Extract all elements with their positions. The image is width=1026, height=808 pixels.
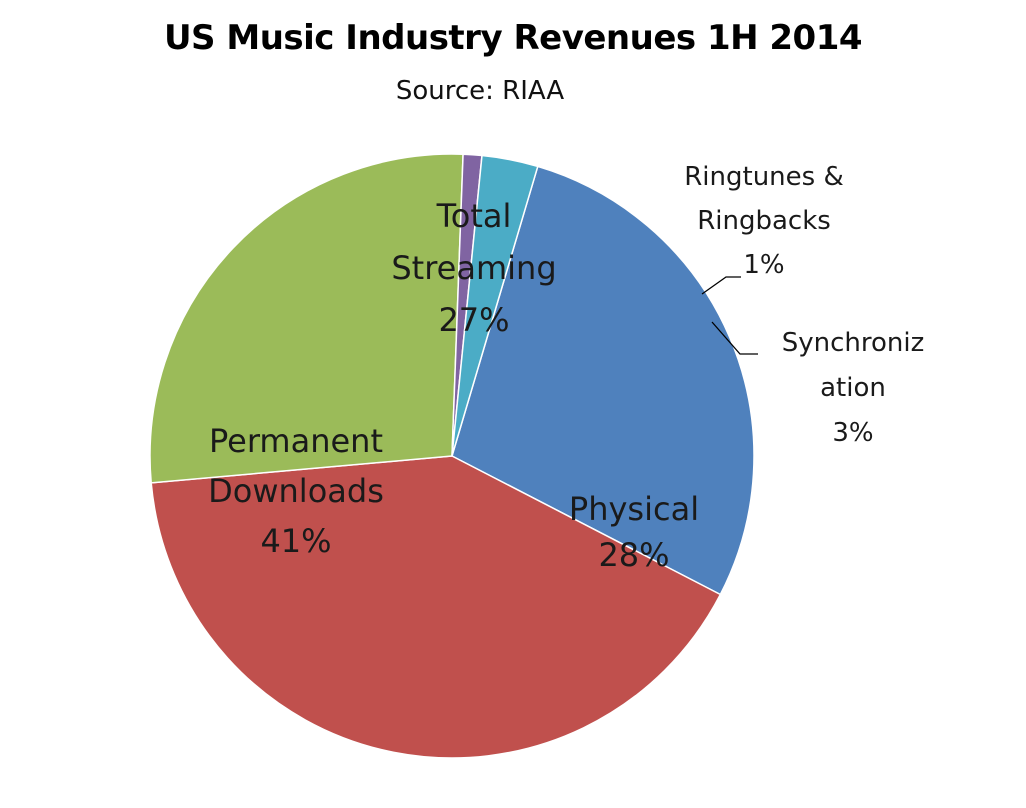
slice-label-line: ation [820,373,886,403]
pie-slice-physical [451,165,755,596]
pie-slice-permanent-downloads [150,455,722,759]
slice-label-ringtunes-and-ringbacks: Ringtunes & Ringbacks 1% [684,162,844,280]
pie-slices [149,153,755,759]
slice-label-physical: Physical 28% [569,490,699,574]
chart-title: US Music Industry Revenues 1H 2014 [163,18,863,58]
pie-slice-synchronization [451,154,539,457]
chart-subtitle: Source: RIAA [395,76,565,106]
leader-lines [701,276,758,355]
slice-label-line: 28% [598,536,669,574]
leader-line-synchronization [711,321,758,355]
slice-label-line: 1% [743,250,784,280]
pie-slice-total-streaming [149,153,464,484]
slice-label-line: Physical [569,490,699,528]
slice-label-permanent-downloads: Permanent Downloads 41% [208,422,384,560]
slice-label-line: Total [436,197,512,235]
slice-labels: Physical 28% Permanent Downloads 41% Total Str… [208,162,924,574]
slice-label-line: Ringtunes & [684,162,844,192]
slice-label-line: Ringbacks [697,206,831,236]
slice-label-line: Streaming [391,249,556,287]
slice-label-line: 27% [438,301,509,339]
leader-line-ringtunes-and-ringbacks [701,276,741,295]
slice-label-line: 41% [260,522,331,560]
slice-label-line: Synchroniz [782,328,925,358]
slice-label-line: 3% [832,418,873,448]
slice-label-total-streaming: Total Streaming 27% [391,197,556,339]
slice-label-synchronization: Synchroniz ation 3% [782,328,925,448]
slice-label-line: Downloads [208,472,384,510]
slice-label-line: Permanent [209,422,383,460]
